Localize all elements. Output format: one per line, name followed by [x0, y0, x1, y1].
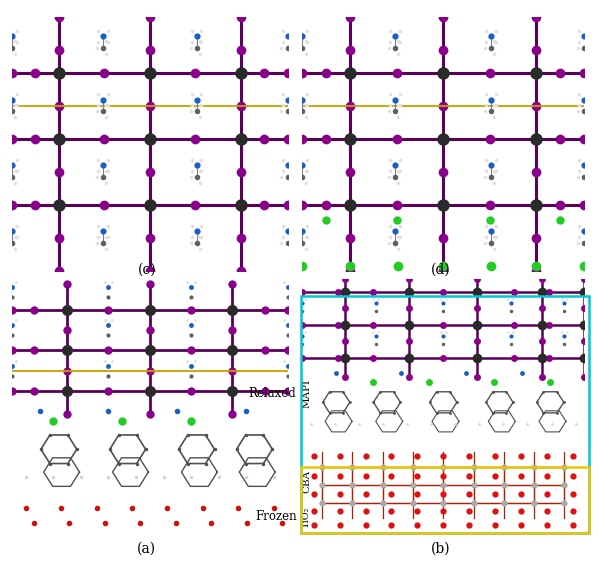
Text: Frozen: Frozen: [255, 511, 297, 523]
Text: (b): (b): [431, 542, 450, 556]
Text: MAPI: MAPI: [302, 378, 311, 408]
Text: (a): (a): [137, 542, 156, 556]
Text: TiO₂: TiO₂: [302, 506, 311, 528]
Text: (d): (d): [431, 262, 450, 276]
Text: Relaxed: Relaxed: [249, 387, 297, 400]
Text: CBA: CBA: [302, 470, 311, 493]
Text: (c): (c): [137, 262, 156, 276]
